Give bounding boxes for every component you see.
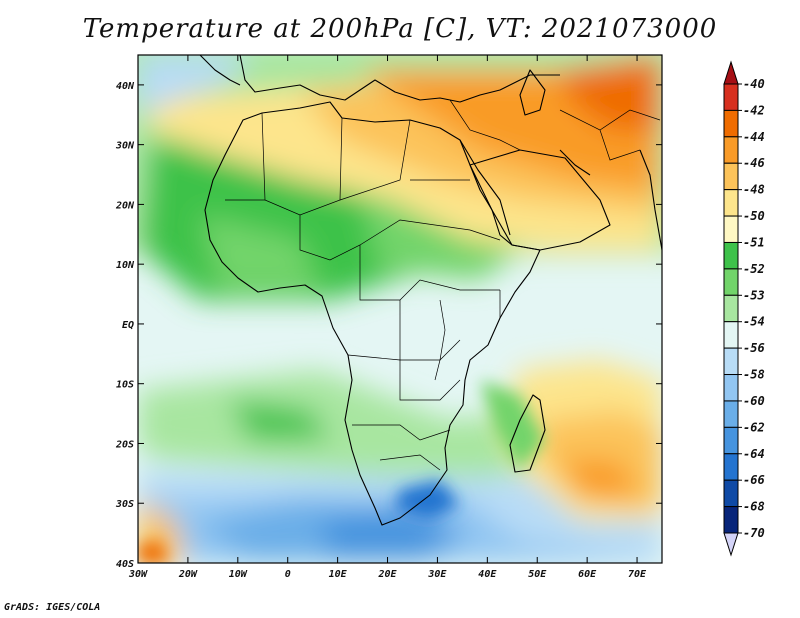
lon-label: 70E xyxy=(628,569,647,580)
colorbar-label: -60 xyxy=(743,394,765,408)
lat-label: 20N xyxy=(115,200,135,211)
map-figure: 30W 20W 10W 0 10E 20E 30E 40E 50E 60E 70E 40N 30N 20… xyxy=(115,54,765,580)
country-borders xyxy=(225,99,661,471)
lat-label: 20S xyxy=(115,439,134,450)
colorbar-swatch xyxy=(723,83,739,111)
colorbar-swatch xyxy=(723,453,739,481)
colorbar-label: -54 xyxy=(743,315,765,329)
map-title: Temperature at 200hPa [C], VT: 202107300… xyxy=(82,14,718,44)
colorbar-swatch xyxy=(723,374,739,402)
colorbar-label: -42 xyxy=(743,103,765,117)
colorbar-label: -64 xyxy=(743,447,765,461)
lat-label: 30N xyxy=(115,141,135,152)
latitude-labels: 40N 30N 20N 10N EQ 10S 20S 30S 40S xyxy=(115,81,135,570)
lon-label: 0 xyxy=(285,569,291,580)
colorbar-label: -70 xyxy=(743,526,765,540)
lat-label: EQ xyxy=(122,320,134,331)
colorbar-label: -48 xyxy=(743,183,765,197)
colorbar-label: -44 xyxy=(743,130,765,144)
colorbar-swatch xyxy=(723,136,739,164)
lon-label: 20E xyxy=(377,569,397,580)
lon-label: 10E xyxy=(329,569,348,580)
colorbar-label: -62 xyxy=(743,420,765,434)
colorbar-label: -58 xyxy=(743,368,765,382)
lon-label: 60E xyxy=(578,569,597,580)
lat-label: 10N xyxy=(116,260,135,271)
colorbar-swatch xyxy=(723,347,739,376)
lat-label: 10S xyxy=(116,380,134,391)
coastlines xyxy=(199,55,662,526)
colorbar-label: -52 xyxy=(743,262,765,276)
map-frame xyxy=(137,54,663,564)
lon-label: 50E xyxy=(528,569,547,580)
grads-credit: GrADS: IGES/COLA xyxy=(4,602,101,613)
colorbar-label: -56 xyxy=(743,341,765,355)
axis-ticks xyxy=(137,55,662,564)
colorbar-swatch xyxy=(723,506,739,534)
colorbar-swatch xyxy=(723,400,739,428)
lat-label: 30S xyxy=(115,499,134,510)
colorbar-bottom-arrow xyxy=(723,532,739,557)
colorbar-swatch xyxy=(723,268,739,296)
colorbar-swatch xyxy=(723,321,739,349)
longitude-labels: 30W 20W 10W 0 10E 20E 30E 40E 50E 60E 70E xyxy=(128,569,647,580)
lat-label: 40N xyxy=(116,81,135,92)
lat-label: 40S xyxy=(116,559,134,570)
lon-label: 30E xyxy=(427,569,447,580)
colorbar-top-arrow xyxy=(723,60,739,85)
colorbar-swatch xyxy=(723,294,739,323)
colorbar-swatch xyxy=(723,215,739,243)
colorbar-label: -66 xyxy=(743,473,765,487)
colorbar-label: -68 xyxy=(743,500,765,514)
colorbar-label: -53 xyxy=(743,288,765,302)
colorbar-swatch xyxy=(723,479,739,508)
colorbar-swatch xyxy=(723,109,739,138)
lon-label: 20W xyxy=(178,569,198,580)
colorbar-label: -40 xyxy=(743,77,765,91)
lon-label: 30W xyxy=(128,569,148,580)
colorbar-swatch xyxy=(723,189,739,217)
colorbar: -40 -42 -44 -46 -48 -50 -51 -52 -53 -54 -56 -58 -60 -… xyxy=(723,60,765,557)
lon-label: 40E xyxy=(478,569,497,580)
colorbar-swatch xyxy=(723,241,739,270)
colorbar-label: -50 xyxy=(743,209,765,223)
colorbar-label: -46 xyxy=(743,156,765,170)
colorbar-label: -51 xyxy=(743,235,765,249)
colorbar-swatch xyxy=(723,162,739,191)
colorbar-swatch xyxy=(723,426,739,455)
lon-label: 10W xyxy=(229,569,248,580)
